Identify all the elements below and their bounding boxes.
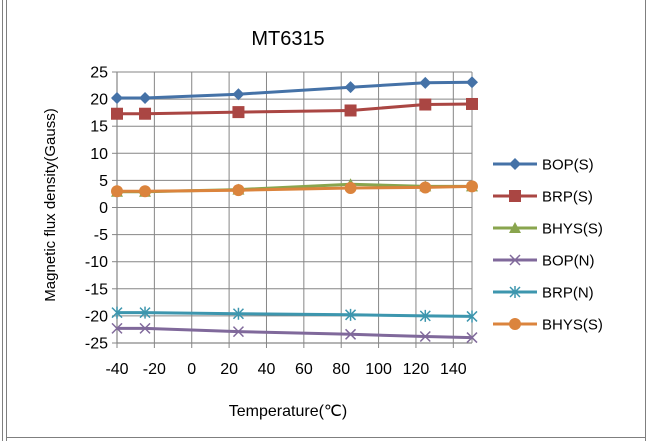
y-tick-label: 10 — [90, 146, 108, 163]
data-point-marker — [466, 180, 478, 193]
legend-marker — [509, 318, 521, 330]
x-tick-label: 40 — [258, 361, 276, 378]
y-tick-label: 25 — [90, 65, 108, 82]
data-point-marker — [139, 107, 152, 120]
data-point-marker — [419, 181, 432, 194]
data-point-marker — [139, 306, 151, 319]
x-tick-label: 100 — [365, 361, 392, 378]
y-tick-label: -15 — [85, 281, 108, 298]
data-point-marker — [111, 92, 123, 105]
data-point-marker — [232, 326, 244, 338]
series-line — [117, 80, 473, 100]
data-point-marker — [344, 81, 357, 94]
y-tick-label: 15 — [90, 119, 108, 136]
data-point-marker — [419, 98, 432, 111]
legend-label: BOP(N) — [542, 253, 595, 270]
x-tick-label: 120 — [403, 361, 430, 378]
y-tick-label: 5 — [99, 173, 108, 190]
outer-frame-bottom — [6, 437, 646, 438]
y-tick-label: -5 — [94, 227, 108, 244]
series-group — [111, 180, 478, 198]
outer-frame-right — [645, 0, 646, 441]
data-point-marker — [419, 330, 431, 343]
y-tick-label: -25 — [85, 336, 108, 353]
data-point-marker — [111, 322, 123, 334]
series — [111, 76, 478, 344]
legend-label: BRP(S) — [542, 189, 593, 206]
legend-label: BRP(N) — [542, 285, 594, 302]
data-point-marker — [232, 184, 245, 197]
data-point-marker — [232, 307, 244, 320]
legend-marker — [509, 190, 521, 202]
x-axis-label: Temperature(℃) — [229, 403, 347, 420]
y-tick-labels: 25 20 15 10 5 0 -5 -10 -15 -20 -25 — [85, 65, 108, 353]
data-point-marker — [139, 92, 152, 105]
data-point-marker — [419, 309, 431, 322]
series-group — [111, 322, 478, 344]
data-point-marker — [111, 107, 123, 120]
data-point-marker — [111, 185, 123, 198]
data-point-marker — [466, 76, 478, 89]
data-point-marker — [232, 106, 245, 119]
data-point-marker — [344, 181, 357, 194]
data-point-marker — [344, 104, 357, 117]
legend-label: BOP(S) — [542, 157, 594, 174]
outer-frame-left — [2, 0, 3, 441]
series-line — [117, 311, 473, 318]
x-tick-label: 0 — [187, 361, 196, 378]
x-tick-label: 60 — [295, 361, 313, 378]
y-tick-label: -10 — [85, 254, 108, 271]
data-point-marker — [466, 97, 478, 110]
y-tick-label: 20 — [90, 92, 108, 109]
x-tick-label: -40 — [105, 361, 128, 378]
data-point-marker — [466, 310, 478, 323]
data-point-marker — [232, 88, 245, 101]
data-point-marker — [139, 185, 152, 198]
y-tick-label: -20 — [85, 308, 108, 325]
series-line — [117, 326, 473, 340]
series-group — [111, 97, 478, 120]
data-point-marker — [345, 308, 357, 321]
data-point-marker — [139, 322, 151, 334]
legend-marker — [509, 158, 521, 170]
legend-marker — [509, 286, 521, 298]
x-tick-label: 80 — [332, 361, 350, 378]
legend-marker — [509, 254, 521, 266]
data-point-marker — [466, 332, 478, 344]
legend: BOP(S) BRP(S) BHYS(S) BOP(N) BRP(N) BHYS(S) — [493, 157, 603, 334]
x-tick-label: 20 — [220, 361, 238, 378]
legend-marker — [509, 222, 521, 233]
series-group — [111, 76, 478, 105]
data-point-marker — [345, 328, 357, 340]
y-axis-label: Magnetic flux density(Gauss) — [42, 108, 59, 301]
legend-label: BHYS(S) — [542, 221, 603, 238]
series-group — [111, 306, 478, 323]
series-line — [117, 102, 473, 116]
outer-frame-left-inner — [6, 0, 7, 441]
x-tick-label: 140 — [440, 361, 467, 378]
x-tick-labels: -40 -20 0 20 40 60 80 100 120 140 — [105, 361, 466, 378]
y-tick-label: 0 — [99, 200, 108, 217]
legend-label: BHYS(S) — [542, 317, 603, 334]
data-point-marker — [419, 76, 432, 89]
chart-title: MT6315 — [251, 28, 324, 50]
data-point-marker — [111, 306, 123, 319]
x-tick-label: -20 — [143, 361, 166, 378]
